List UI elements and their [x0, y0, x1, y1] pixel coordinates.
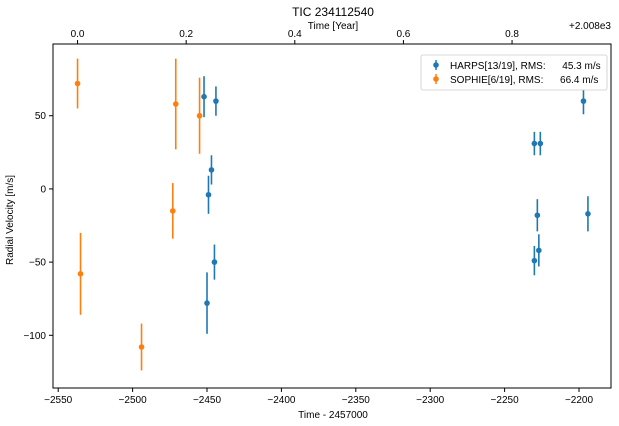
x-tick-label: −2400 [267, 395, 296, 406]
harps-point [213, 98, 219, 104]
harps-point [208, 167, 215, 173]
top-tick-label: 0.4 [288, 29, 302, 40]
axis-ticks: −2550 −2500 −2450 −2400 −2350 −2300 −2250 −2200… [23, 29, 593, 406]
harps-point [531, 140, 538, 147]
sophie-point [169, 208, 176, 214]
legend-harps-marker [433, 62, 439, 68]
x-tick-label: −2250 [491, 395, 520, 406]
legend: HARPS[13/19], RMS: 45.3 m/s SOPHIE[6/19]… [420, 54, 608, 91]
sophie-point [172, 101, 179, 107]
harps-point [536, 247, 542, 254]
harps-point [580, 98, 587, 104]
chart-title: TIC 234112540 [292, 5, 374, 19]
harps-point [537, 140, 544, 147]
top-tick-label: 0.6 [396, 29, 410, 40]
data-marks [74, 58, 591, 371]
y-axis-label: Radial Velocity [m/s] [5, 175, 16, 265]
x-tick-label: −2550 [44, 395, 73, 406]
harps-point [531, 257, 538, 264]
plot-frame [52, 43, 612, 389]
sophie-point [74, 80, 81, 87]
y-tick-label: −100 [23, 331, 46, 342]
x-tick-label: −2350 [342, 395, 371, 406]
sophie-point [138, 344, 145, 350]
harps-point [211, 259, 218, 265]
top-tick-label: 0.8 [505, 29, 519, 40]
x-tick-label: −2300 [416, 395, 445, 406]
legend-sophie-label: SOPHIE[6/19], RMS: 66.4 m/s [450, 75, 598, 86]
sophie-point [196, 112, 203, 119]
x-tick-label: −2200 [565, 395, 594, 406]
harps-point [585, 211, 591, 217]
x-tick-label: −2450 [193, 395, 222, 406]
x-tick-label: −2500 [119, 395, 148, 406]
top-tick-label: 0.2 [179, 29, 193, 40]
top-axis-label: Time [Year] [308, 21, 359, 32]
sophie-point [77, 271, 84, 277]
harps-point [204, 300, 210, 306]
harps-point [534, 212, 541, 219]
legend-sophie-marker [433, 76, 439, 82]
x-axis-label: Time - 2457000 [298, 410, 368, 421]
y-tick-label: 0 [40, 184, 46, 195]
y-tick-label: 50 [35, 111, 47, 122]
y-tick-label: −50 [29, 258, 46, 269]
legend-harps-label: HARPS[13/19], RMS: 45.3 m/s [450, 61, 601, 72]
top-tick-label: 0.0 [71, 29, 85, 40]
harps-point [201, 93, 207, 100]
harps-point [205, 191, 212, 198]
legend-box [420, 54, 608, 91]
top-axis-offset-label: +2.008e3 [569, 21, 611, 32]
